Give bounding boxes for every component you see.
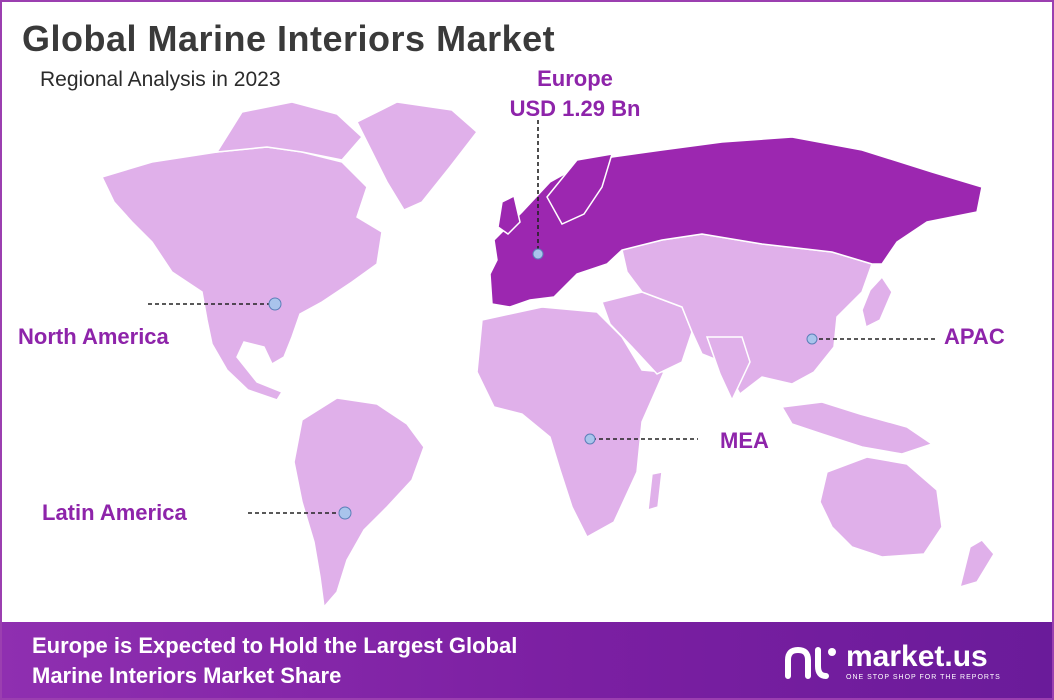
europe-marker [532, 248, 544, 260]
mea-label: MEA [720, 428, 769, 453]
australia-landmass [819, 456, 943, 558]
madagascar-landmass [647, 471, 663, 512]
southeast-asia-islands [780, 401, 934, 455]
south-america-landmass [293, 397, 425, 609]
mea-marker [584, 433, 596, 445]
brand-tagline: ONE STOP SHOP FOR THE REPORTS [846, 674, 1001, 681]
new-zealand-landmass [958, 539, 995, 589]
europe-label: Europe [537, 66, 613, 91]
greenland-landmass [355, 101, 479, 211]
uk-landmass [497, 194, 521, 235]
chart-title: Global Marine Interiors Market [22, 18, 556, 59]
footer-banner: Europe is Expected to Hold the Largest G… [2, 622, 1052, 698]
europe-callout: Europe USD 1.29 Bn [480, 64, 670, 124]
scandinavia-landmass [546, 153, 614, 225]
apac-marker [806, 333, 818, 345]
arctic-islands [215, 101, 364, 161]
latin-america-marker [338, 506, 352, 520]
north-america-landmass [100, 146, 383, 401]
north-america-label: North America [18, 324, 169, 349]
market-us-logo-icon [785, 646, 836, 679]
europe-landmass [489, 136, 983, 308]
apac-label: APAC [944, 324, 1005, 349]
chart-subtitle: Regional Analysis in 2023 [40, 68, 281, 91]
india-landmass [705, 336, 751, 402]
footer-line-2: Marine Interiors Market Share [32, 663, 342, 688]
europe-value: USD 1.29 Bn [509, 96, 641, 121]
latin-america-label: Latin America [42, 500, 187, 525]
footer-statement: Europe is Expected to Hold the Largest G… [32, 631, 672, 691]
brand-logo-block: market.us ONE STOP SHOP FOR THE REPORTS [782, 638, 1032, 686]
brand-name: market.us [846, 640, 988, 673]
world-map [100, 101, 995, 609]
footer-line-1: Europe is Expected to Hold the Largest G… [32, 633, 518, 658]
japan-landmass [861, 275, 893, 329]
north-america-marker [268, 297, 282, 311]
